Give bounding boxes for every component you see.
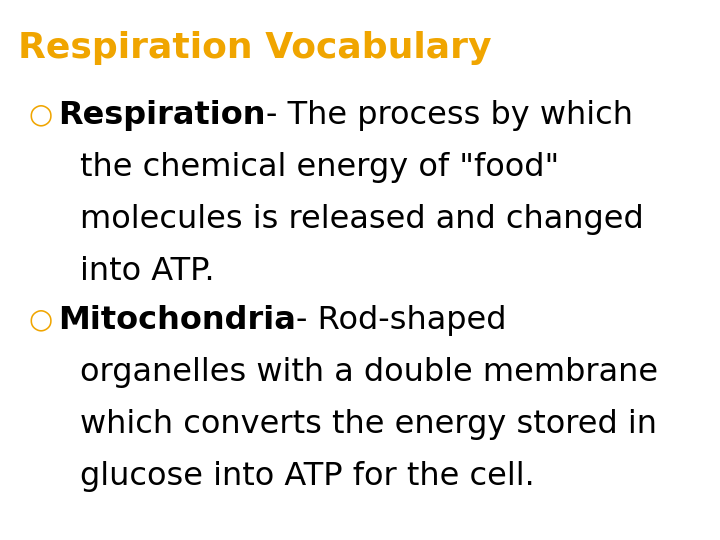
Text: - The process by which: - The process by which bbox=[266, 100, 632, 131]
Text: ○: ○ bbox=[28, 100, 53, 128]
Text: organelles with a double membrane: organelles with a double membrane bbox=[80, 357, 658, 388]
Text: ○: ○ bbox=[28, 305, 53, 333]
Text: into ATP.: into ATP. bbox=[80, 256, 215, 287]
Text: - Rod-shaped: - Rod-shaped bbox=[296, 305, 506, 336]
Text: Mitochondria: Mitochondria bbox=[58, 305, 296, 336]
Text: Respiration: Respiration bbox=[58, 100, 266, 131]
Text: glucose into ATP for the cell.: glucose into ATP for the cell. bbox=[80, 461, 535, 492]
Text: molecules is released and changed: molecules is released and changed bbox=[80, 204, 644, 235]
Text: which converts the energy stored in: which converts the energy stored in bbox=[80, 409, 657, 440]
Text: Respiration Vocabulary: Respiration Vocabulary bbox=[18, 31, 492, 65]
Text: the chemical energy of "food": the chemical energy of "food" bbox=[80, 152, 559, 183]
